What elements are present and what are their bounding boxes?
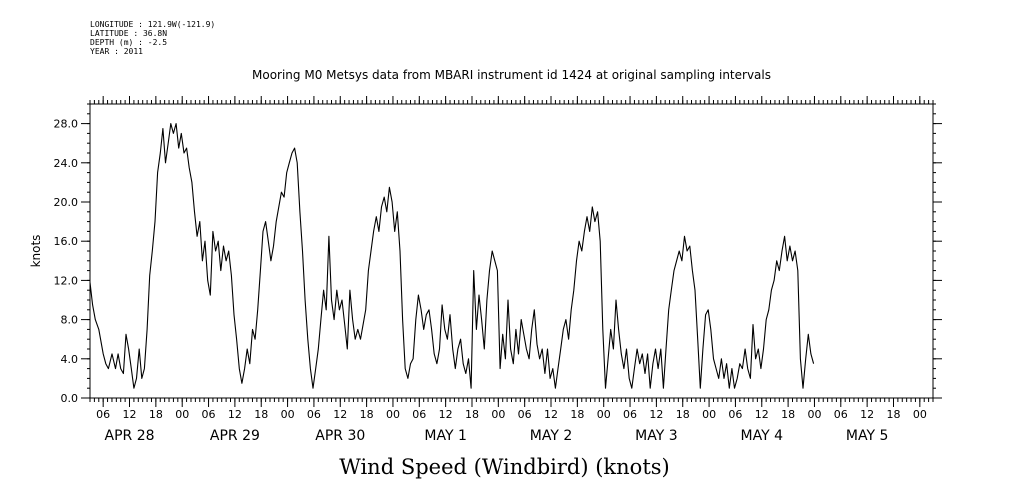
x-hour-tick-label: 12	[123, 408, 137, 421]
x-day-label: MAY 1	[424, 428, 466, 444]
x-hour-tick-label: 06	[728, 408, 742, 421]
x-hour-tick-label: 06	[518, 408, 532, 421]
x-hour-tick-label: 00	[175, 408, 189, 421]
x-day-label: MAY 3	[635, 428, 677, 444]
chart-title: Mooring M0 Metsys data from MBARI instru…	[252, 68, 771, 82]
x-day-label: MAY 4	[741, 428, 784, 444]
x-hour-tick-label: 18	[570, 408, 584, 421]
x-hour-tick-label: 06	[623, 408, 637, 421]
x-axis-label: Wind Speed (Windbird) (knots)	[339, 455, 670, 479]
x-hour-tick-label: 00	[807, 408, 821, 421]
depth-text: DEPTH (m) : -2.5	[90, 38, 168, 47]
y-tick-label: 20.0	[54, 196, 79, 209]
x-hour-tick-label: 00	[281, 408, 295, 421]
x-hour-tick-label: 12	[860, 408, 874, 421]
x-day-label: APR 28	[105, 428, 155, 444]
x-day-label: MAY 2	[530, 428, 572, 444]
x-day-label: APR 29	[210, 428, 260, 444]
x-hour-tick-label: 00	[702, 408, 716, 421]
y-tick-label: 24.0	[54, 157, 79, 170]
x-day-label: MAY 5	[846, 428, 888, 444]
y-tick-label: 8.0	[61, 314, 79, 327]
x-hour-tick-label: 12	[333, 408, 347, 421]
y-tick-label: 12.0	[54, 274, 79, 287]
x-hour-tick-label: 12	[649, 408, 663, 421]
x-day-label: APR 30	[315, 428, 365, 444]
x-hour-tick-label: 12	[755, 408, 769, 421]
x-hour-tick-label: 06	[202, 408, 216, 421]
y-axis-label: knots	[29, 235, 43, 268]
latitude-text: LATITUDE : 36.8N	[90, 29, 168, 38]
x-hour-tick-label: 06	[96, 408, 110, 421]
x-hour-tick-label: 00	[913, 408, 927, 421]
x-hour-tick-label: 00	[491, 408, 505, 421]
y-tick-label: 16.0	[54, 235, 79, 248]
y-tick-label: 4.0	[61, 353, 79, 366]
longitude-text: LONGITUDE : 121.9W(-121.9)	[90, 20, 216, 29]
x-hour-tick-label: 00	[386, 408, 400, 421]
x-hour-tick-label: 06	[834, 408, 848, 421]
wind-speed-series-line	[89, 123, 815, 389]
x-hour-tick-label: 06	[307, 408, 321, 421]
y-tick-label: 0.0	[61, 392, 79, 405]
x-hour-tick-label: 06	[412, 408, 426, 421]
y-tick-label: 28.0	[54, 118, 79, 131]
x-hour-tick-label: 18	[360, 408, 374, 421]
x-hour-tick-label: 00	[597, 408, 611, 421]
year-text: YEAR : 2011	[90, 47, 143, 56]
metadata-block: LONGITUDE : 121.9W(-121.9) LATITUDE : 36…	[90, 20, 215, 56]
x-hour-tick-label: 18	[781, 408, 795, 421]
x-hour-tick-label: 18	[254, 408, 268, 421]
x-hour-tick-label: 18	[886, 408, 900, 421]
x-hour-tick-label: 12	[544, 408, 558, 421]
x-hour-tick-label: 18	[149, 408, 163, 421]
x-hour-tick-label: 18	[676, 408, 690, 421]
x-hour-tick-label: 12	[439, 408, 453, 421]
x-hour-tick-label: 18	[465, 408, 479, 421]
x-hour-tick-label: 12	[228, 408, 242, 421]
